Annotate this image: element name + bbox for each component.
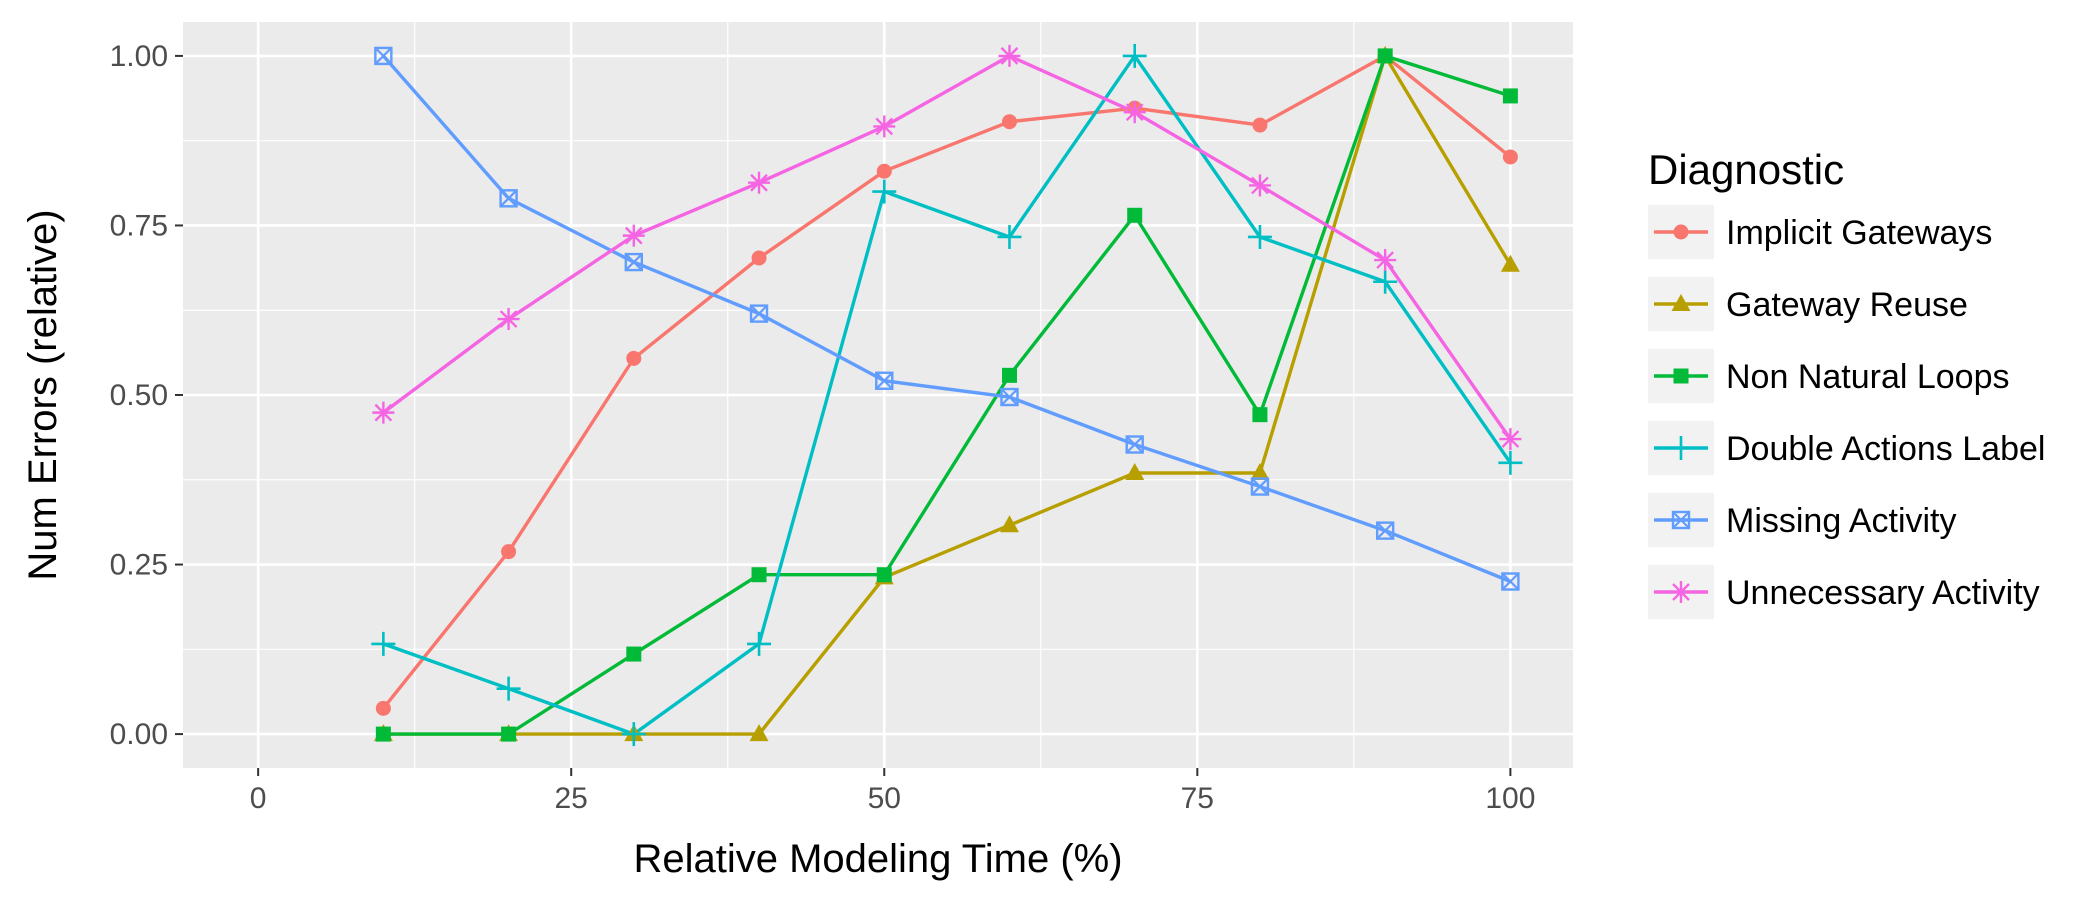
data-point-double-actions-label: [747, 631, 772, 656]
data-point-double-actions-label: [997, 224, 1022, 249]
legend-label: Gateway Reuse: [1726, 286, 1968, 324]
data-point-non-natural-loops: [626, 646, 642, 662]
y-tick-label: 0.00: [110, 718, 168, 751]
data-point-double-actions-label: [371, 631, 396, 656]
data-point-gateway-reuse: [749, 724, 769, 742]
data-point-missing-activity: [1125, 435, 1144, 454]
legend-item-implicit-gateways: Implicit Gateways: [1648, 205, 1992, 259]
legend-key-marker: [1671, 294, 1691, 311]
data-point-double-actions-label: [872, 179, 897, 204]
data-point-non-natural-loops: [375, 726, 391, 742]
data-point-implicit-gateways: [626, 350, 642, 366]
data-point-missing-activity: [624, 252, 644, 272]
legend-key-marker: [1669, 436, 1693, 460]
x-tick-label: 75: [1181, 782, 1214, 815]
data-point-non-natural-loops: [501, 726, 517, 742]
legend-label: Missing Activity: [1726, 502, 1957, 540]
legend-key-marker: [1673, 224, 1689, 240]
x-tick-label: 50: [868, 782, 901, 815]
data-point-unnecessary-activity: [372, 401, 395, 424]
data-point-double-actions-label: [1122, 43, 1147, 68]
series-line-implicit-gateways: [382, 54, 1512, 710]
y-tick-label: 0.75: [110, 209, 168, 242]
x-tick-label: 100: [1485, 782, 1535, 815]
data-point-missing-activity: [374, 46, 393, 66]
data-point-unnecessary-activity: [1499, 428, 1522, 451]
legend-label: Double Actions Label: [1726, 430, 2045, 468]
y-axis-ticks: 0.00 0.25 0.50 0.75 1.00: [110, 40, 183, 751]
data-point-missing-activity: [1375, 521, 1395, 540]
data-point-non-natural-loops: [876, 567, 892, 583]
data-point-non-natural-loops: [1377, 48, 1393, 64]
data-point-gateway-reuse: [999, 515, 1019, 533]
data-point-double-actions-label: [1373, 269, 1398, 294]
data-point-unnecessary-activity: [873, 115, 896, 138]
legend-item-unnecessary-activity: Unnecessary Activity: [1648, 565, 2040, 619]
data-point-implicit-gateways: [501, 544, 517, 560]
data-point-non-natural-loops: [1001, 367, 1017, 383]
legend-title: Diagnostic: [1648, 146, 1844, 193]
data-point-unnecessary-activity: [748, 171, 771, 194]
data-point-implicit-gateways: [751, 250, 767, 266]
legend-label: Implicit Gateways: [1726, 214, 1992, 252]
data-point-double-actions-label: [621, 722, 646, 747]
legend-label: Unnecessary Activity: [1726, 574, 2040, 612]
legend-label: Non Natural Loops: [1726, 358, 2010, 396]
data-point-non-natural-loops: [751, 567, 767, 583]
data-point-implicit-gateways: [1001, 114, 1017, 130]
legend-item-gateway-reuse: Gateway Reuse: [1648, 277, 1968, 331]
data-point-unnecessary-activity: [1248, 174, 1271, 197]
legend-key-marker: [1671, 510, 1691, 530]
series-line-missing-activity: [382, 54, 1512, 584]
series-line-non-natural-loops: [383, 54, 1511, 736]
data-point-unnecessary-activity: [1123, 101, 1146, 124]
data-point-unnecessary-activity: [497, 308, 520, 331]
data-point-implicit-gateways: [876, 163, 892, 179]
data-point-gateway-reuse: [1125, 462, 1145, 480]
series-lines: [382, 54, 1512, 736]
data-point-non-natural-loops: [1252, 407, 1268, 423]
data-point-double-actions-label: [1498, 450, 1523, 475]
series-line-unnecessary-activity: [382, 54, 1512, 441]
data-point-unnecessary-activity: [1374, 249, 1397, 272]
y-tick-label: 1.00: [110, 40, 168, 73]
legend-item-non-natural-loops: Non Natural Loops: [1648, 349, 2010, 403]
data-point-missing-activity: [1250, 477, 1270, 496]
data-point-double-actions-label: [496, 676, 521, 701]
data-point-missing-activity: [1000, 387, 1019, 407]
data-point-gateway-reuse: [1250, 462, 1270, 480]
y-tick-label: 0.25: [110, 549, 168, 582]
data-point-missing-activity: [1501, 572, 1520, 591]
legend-key-marker: [1673, 368, 1689, 384]
legend-item-double-actions-label: Double Actions Label: [1648, 421, 2045, 475]
data-point-unnecessary-activity: [622, 224, 645, 247]
x-axis-title: Relative Modeling Time (%): [633, 837, 1122, 881]
series-line-gateway-reuse: [383, 54, 1512, 736]
data-point-gateway-reuse: [1500, 254, 1520, 272]
data-point-implicit-gateways: [1502, 149, 1518, 165]
data-point-non-natural-loops: [1127, 207, 1143, 223]
data-point-non-natural-loops: [1502, 88, 1518, 104]
series-line-double-actions-label: [382, 54, 1512, 736]
data-point-implicit-gateways: [375, 700, 391, 716]
legend-key-marker: [1670, 581, 1692, 603]
y-axis-title: Num Errors (relative): [21, 209, 65, 580]
data-point-implicit-gateways: [1252, 117, 1268, 133]
x-tick-label: 0: [250, 782, 267, 815]
legend-item-missing-activity: Missing Activity: [1648, 493, 1957, 547]
data-point-missing-activity: [875, 371, 894, 390]
x-tick-label: 25: [555, 782, 588, 815]
grid-lines: [183, 22, 1573, 768]
series-points: [371, 43, 1523, 747]
data-point-missing-activity: [499, 189, 518, 208]
legend: Diagnostic Implicit Gateways Gateway Reus…: [1648, 146, 2045, 619]
data-point-missing-activity: [749, 304, 769, 323]
data-point-double-actions-label: [1247, 224, 1272, 249]
x-axis-ticks: 0 25 50 75 100: [250, 768, 1535, 815]
y-tick-label: 0.50: [110, 379, 168, 412]
data-point-unnecessary-activity: [998, 44, 1021, 67]
